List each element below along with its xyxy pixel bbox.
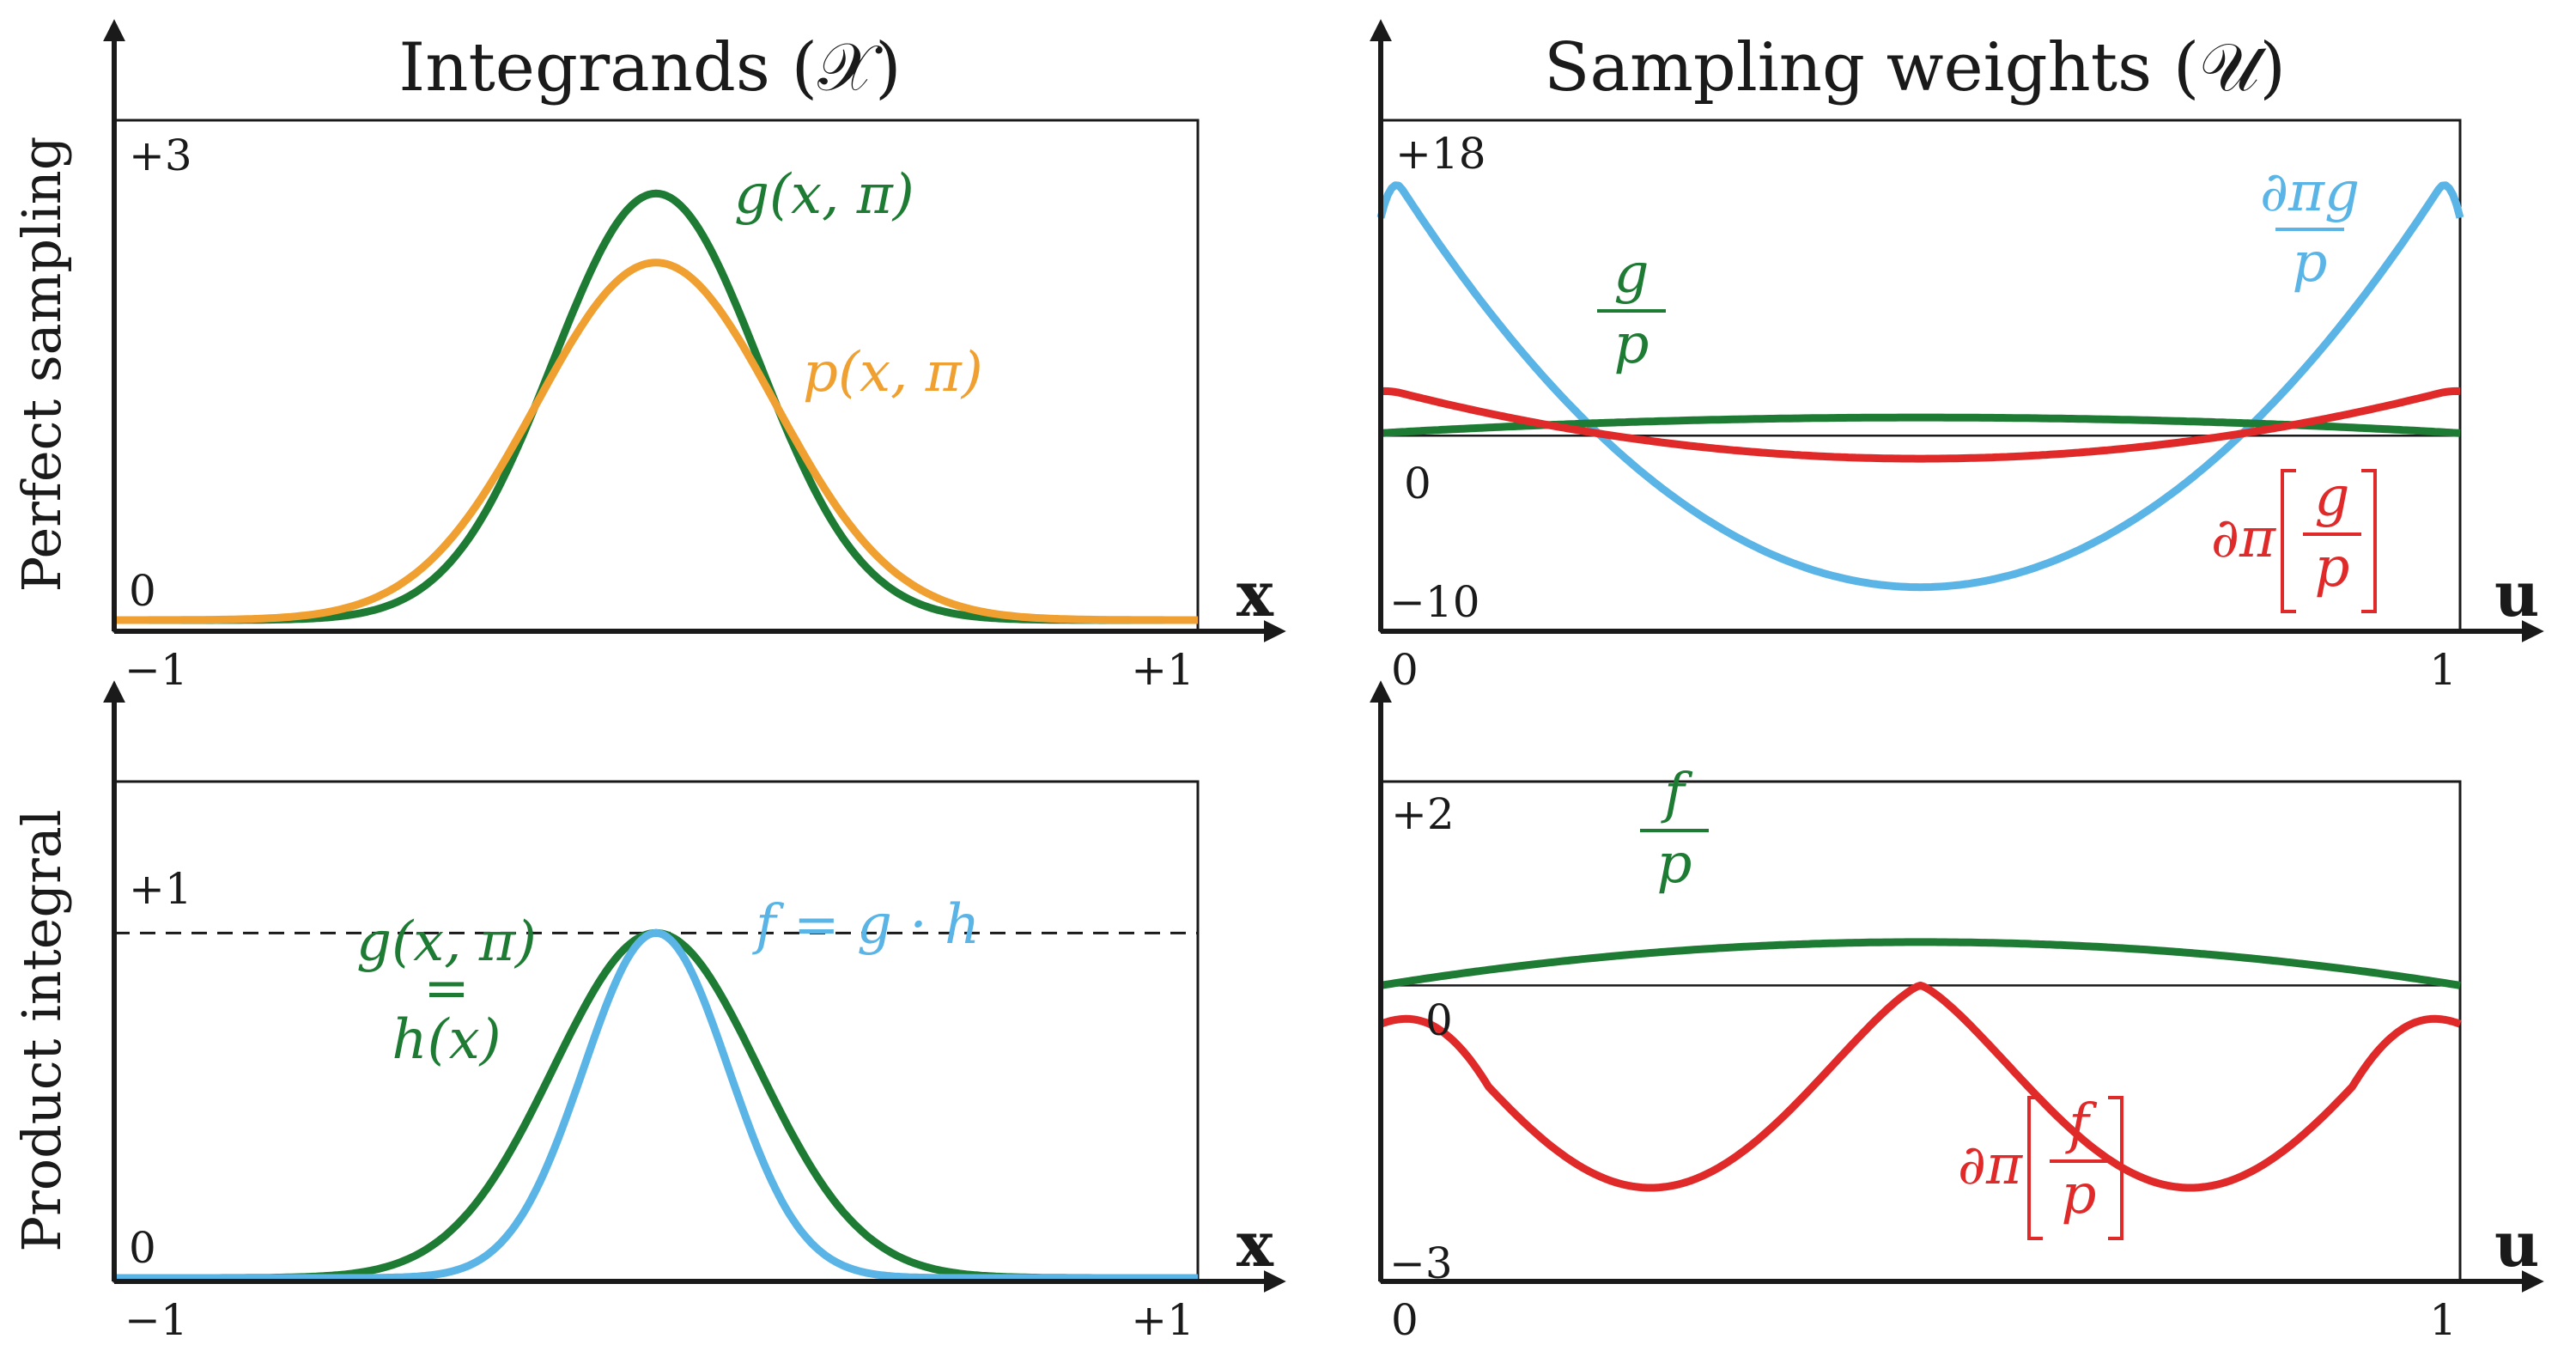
series-label-g: g(x, π) (734, 163, 914, 227)
series-line-0 (1380, 938, 2461, 989)
series-label-d-f-over-p: ∂πfp (1958, 1092, 2123, 1240)
series-label-g-over-p: gp (1597, 242, 1666, 376)
label-numerator: g (1614, 242, 1649, 306)
series-line-1 (1379, 981, 2462, 1192)
bracket-left (2027, 1096, 2043, 1240)
label-denominator: p (2062, 1163, 2097, 1226)
x-tick-label: 1 (2429, 645, 2457, 695)
x-tick-label: 0 (1391, 1295, 1419, 1345)
label-denominator: p (2293, 231, 2328, 295)
y-tick-label: +2 (1391, 789, 1455, 839)
y-tick-label: 0 (1425, 995, 1453, 1045)
series-line-1 (113, 259, 1199, 624)
series-label-p: p(x, π) (803, 341, 983, 405)
row-label-top: Perfect sampling (10, 137, 73, 593)
x-tick-label: +1 (1131, 645, 1194, 695)
label-denominator: p (1657, 832, 1692, 896)
series-line-0 (113, 928, 1199, 1282)
series-label-h: h(x) (392, 1008, 501, 1072)
panel-top-left: x −1 +1 +3 0 g(x, π) p(x, π) (103, 19, 1286, 695)
plot-frame (112, 780, 1200, 1283)
label-prefix: ∂π (2211, 507, 2276, 570)
bracket-right (2361, 469, 2377, 613)
x-tick-label: +1 (1131, 1295, 1194, 1345)
series-label-equals: = (423, 957, 470, 1020)
series-line-0 (1376, 181, 2464, 592)
series-label-d-g-over-p: ∂π gp (2211, 465, 2377, 613)
x-tick-label: 0 (1391, 645, 1419, 695)
y-tick-label: +1 (129, 864, 192, 914)
series-line-2 (1380, 386, 2461, 463)
label-numerator: ∂πg (2260, 161, 2360, 224)
y-tick-label: 0 (129, 1223, 156, 1273)
x-tick-label: −1 (125, 645, 188, 695)
x-axis-label: x (1236, 1208, 1274, 1281)
row-label-bottom: Product integral (10, 809, 73, 1251)
label-numerator: f (1661, 762, 1693, 825)
title-right: Sampling weights (𝒰) (1544, 29, 2286, 106)
panel-bottom-left: x −1 +1 +1 0 g(x, π)=h(x) f = g · h (103, 680, 1286, 1345)
title-left: Integrands (𝒳) (398, 29, 901, 106)
plot-frame (1379, 780, 2462, 1283)
label-denominator: p (1614, 313, 1649, 376)
x-tick-label: 1 (2429, 1295, 2457, 1345)
y-tick-label: −10 (1389, 577, 1480, 627)
label-numerator: g (2315, 465, 2350, 529)
y-tick-label: 0 (1404, 459, 1431, 508)
y-tick-label: −3 (1389, 1238, 1453, 1288)
label-denominator: p (2315, 536, 2350, 599)
panel-bottom-right: u0 1+20−3fp∂πfp (1370, 680, 2544, 1345)
bracket-left (2281, 469, 2296, 613)
x-axis-label: u (2494, 557, 2539, 630)
x-axis-label: x (1236, 557, 1274, 630)
y-tick-label: +18 (1395, 129, 1486, 179)
label-prefix: ∂π (1958, 1134, 2023, 1197)
x-axis-label: u (2494, 1208, 2539, 1281)
series-line-0 (113, 189, 1199, 624)
y-tick-label: +3 (129, 131, 192, 180)
series-label-dg-over-p: ∂πg p (2260, 161, 2360, 295)
series-label-f: f = g · h (752, 893, 980, 957)
y-tick-label: 0 (129, 566, 156, 616)
series-label-g: g(x, π) (356, 910, 537, 974)
x-tick-label: −1 (125, 1295, 188, 1345)
series-line-1 (113, 928, 1199, 1282)
bracket-right (2108, 1096, 2123, 1240)
